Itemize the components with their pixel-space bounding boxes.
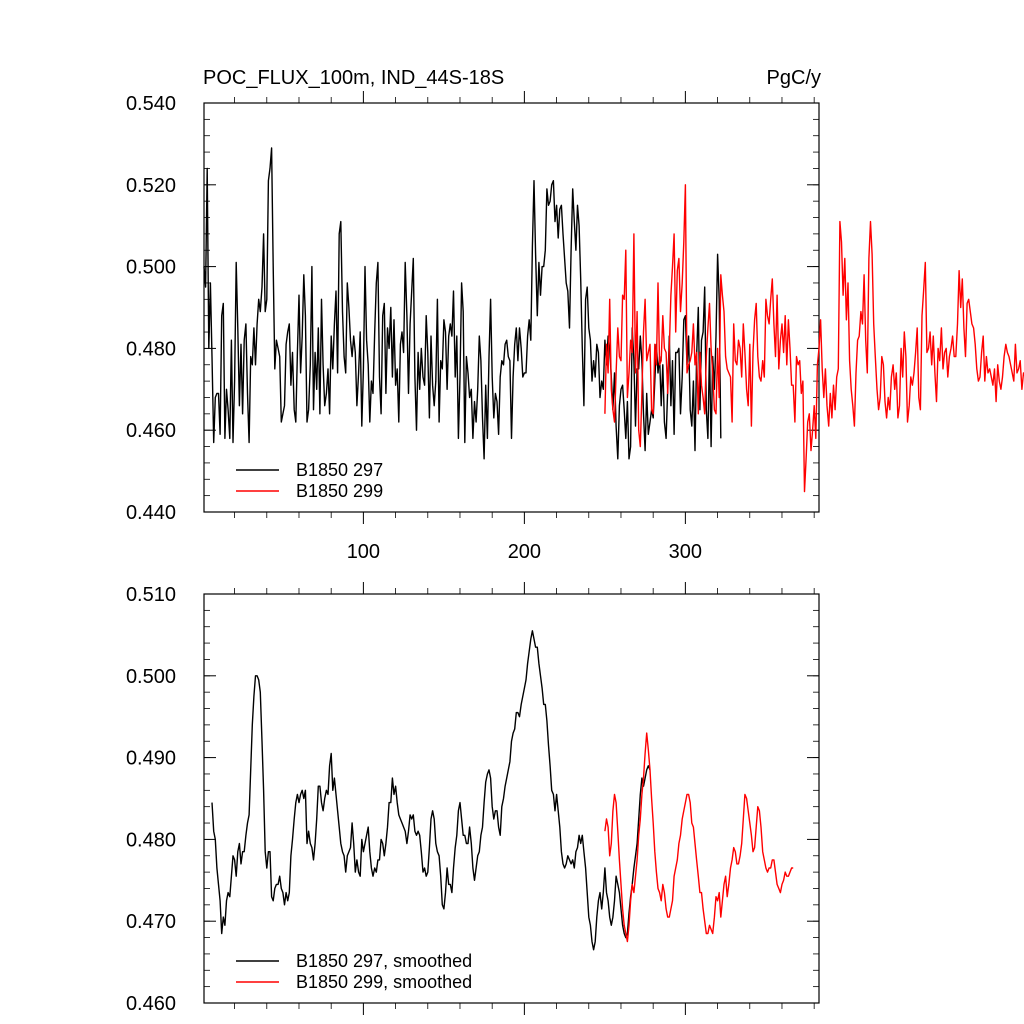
y-tick-labels: 0.460 0.470 0.480 0.490 0.500 0.510 bbox=[126, 584, 176, 1015]
y-tick-label: 0.510 bbox=[126, 584, 176, 606]
y-tick-label: 0.500 bbox=[126, 257, 176, 279]
legend-label-b1850-299: B1850 299 bbox=[296, 481, 383, 501]
y-tick-label: 0.520 bbox=[126, 175, 176, 197]
x-tick-labels: 100 200 300 bbox=[347, 541, 702, 563]
y-tick-label: 0.440 bbox=[126, 502, 176, 524]
y-tick-label: 0.460 bbox=[126, 420, 176, 442]
legend: B1850 297 B1850 299 bbox=[236, 460, 383, 501]
legend-label-b1850-299-smoothed: B1850 299, smoothed bbox=[296, 972, 472, 992]
series-lines bbox=[204, 148, 1024, 492]
series-line-b1850-297-smoothed bbox=[212, 631, 650, 950]
series-line-b1850-297 bbox=[204, 148, 721, 459]
top-panel: POC_FLUX_100m, IND_44S-18S PgC/y 0.4400.… bbox=[126, 67, 1024, 563]
x-tick-label: 300 bbox=[669, 541, 702, 563]
y-tick-label: 0.480 bbox=[126, 338, 176, 360]
y-tick-label: 0.460 bbox=[126, 993, 176, 1015]
y-tick-label: 0.470 bbox=[126, 911, 176, 933]
y-tick-label: 0.500 bbox=[126, 666, 176, 688]
units-label: PgC/y bbox=[767, 67, 821, 89]
y-tick-label: 0.540 bbox=[126, 93, 176, 115]
legend-label-b1850-297-smoothed: B1850 297, smoothed bbox=[296, 951, 472, 971]
legend-label-b1850-297: B1850 297 bbox=[296, 460, 383, 480]
x-tick-label: 200 bbox=[508, 541, 541, 563]
bottom-panel: 0.460 0.470 0.480 0.490 0.500 0.510 B1850 297… bbox=[126, 582, 819, 1015]
series-line-b1850-299-smoothed bbox=[605, 733, 793, 942]
x-tick-label: 100 bbox=[347, 541, 380, 563]
y-tick-label: 0.480 bbox=[126, 829, 176, 851]
y-tick-label: 0.490 bbox=[126, 748, 176, 770]
figure: POC_FLUX_100m, IND_44S-18S PgC/y 0.4400.… bbox=[0, 0, 1024, 1024]
series-lines bbox=[212, 631, 793, 950]
chart-title: POC_FLUX_100m, IND_44S-18S bbox=[203, 67, 504, 89]
y-tick-labels: 0.440 0.460 0.480 0.500 0.520 0.540 bbox=[126, 93, 176, 524]
plot-frame bbox=[204, 103, 819, 512]
legend: B1850 297, smoothed B1850 299, smoothed bbox=[236, 951, 472, 992]
series-line-b1850-299 bbox=[605, 185, 1024, 492]
